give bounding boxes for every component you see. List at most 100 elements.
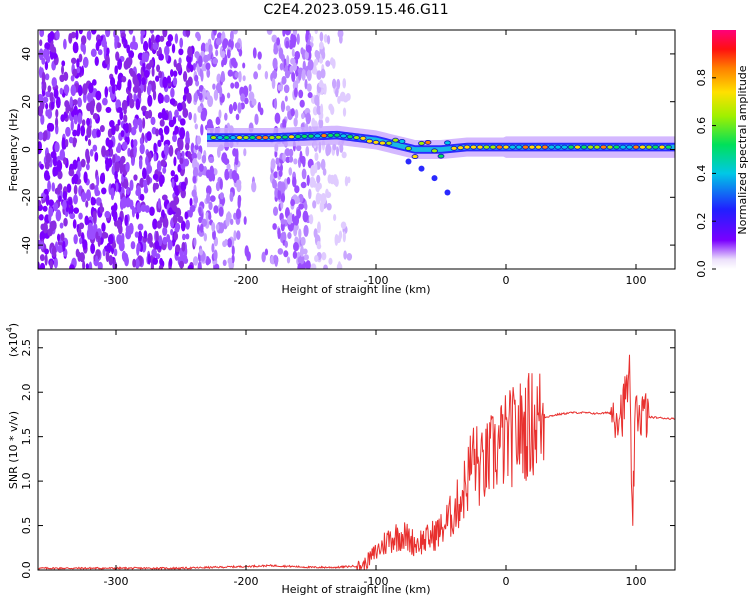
noise-speckle bbox=[279, 63, 284, 71]
noise-speckle bbox=[86, 117, 91, 126]
colorbar-tick-label: 0.2 bbox=[695, 212, 708, 230]
noise-speckle bbox=[285, 30, 291, 36]
band-blob bbox=[281, 134, 289, 140]
y-tick-label: 0.0 bbox=[20, 561, 33, 579]
noise-speckle bbox=[240, 93, 246, 102]
noise-speckle bbox=[323, 264, 328, 269]
noise-speckle bbox=[68, 169, 75, 177]
noise-speckle bbox=[99, 172, 106, 185]
noise-speckle bbox=[182, 107, 189, 119]
x-tick-label: -200 bbox=[234, 575, 259, 588]
noise-speckle bbox=[304, 50, 309, 61]
noise-speckle bbox=[73, 194, 78, 205]
noise-speckle bbox=[79, 237, 83, 245]
noise-speckle bbox=[68, 198, 73, 206]
noise-speckle bbox=[301, 168, 307, 180]
noise-speckle bbox=[162, 226, 168, 236]
noise-speckle bbox=[92, 112, 99, 120]
noise-speckle bbox=[104, 86, 109, 98]
colorbar-label: Normalized spectral amplitude bbox=[736, 65, 749, 234]
noise-speckle bbox=[137, 87, 142, 99]
noise-speckle bbox=[277, 84, 282, 91]
band-blob bbox=[405, 146, 412, 151]
noise-speckle bbox=[108, 255, 114, 266]
noise-speckle bbox=[86, 126, 92, 138]
noise-speckle bbox=[306, 44, 312, 53]
noise-speckle bbox=[59, 87, 64, 95]
noise-speckle bbox=[168, 145, 174, 157]
noise-speckle bbox=[126, 44, 131, 54]
noise-speckle bbox=[206, 53, 211, 61]
spectrogram-panel: -300 -200 -100 0 100 40 20 0 -20 -40 Height of s… bbox=[7, 29, 676, 296]
noise-speckle bbox=[290, 199, 296, 207]
noise-speckle bbox=[271, 77, 276, 90]
noise-speckle bbox=[121, 76, 127, 83]
noise-speckle bbox=[246, 251, 251, 262]
noise-speckle bbox=[117, 58, 123, 71]
noise-speckle bbox=[300, 245, 304, 258]
noise-speckle bbox=[339, 94, 344, 102]
noise-speckle bbox=[218, 109, 222, 119]
noise-speckle bbox=[292, 250, 298, 259]
noise-speckle bbox=[325, 60, 331, 67]
noise-speckle bbox=[147, 94, 153, 107]
band-blob bbox=[574, 144, 581, 150]
noise-speckle bbox=[181, 241, 186, 252]
noise-speckle bbox=[224, 238, 228, 246]
noise-speckle bbox=[132, 35, 136, 46]
noise-speckle bbox=[70, 31, 76, 39]
noise-speckle bbox=[334, 234, 339, 246]
noise-speckle bbox=[105, 149, 110, 157]
noise-speckle bbox=[121, 36, 127, 43]
noise-speckle bbox=[185, 130, 190, 141]
noise-speckle bbox=[92, 212, 97, 225]
snr-series-line bbox=[38, 354, 675, 570]
branch-blob bbox=[444, 189, 451, 196]
noise-speckle bbox=[282, 30, 286, 37]
noise-speckle bbox=[155, 230, 159, 243]
noise-speckle bbox=[215, 223, 220, 231]
noise-speckle bbox=[219, 178, 223, 190]
noise-speckle bbox=[282, 119, 287, 130]
noise-speckle bbox=[180, 220, 186, 232]
noise-speckle bbox=[187, 46, 193, 58]
noise-speckle bbox=[200, 123, 204, 136]
noise-speckle bbox=[166, 75, 172, 84]
noise-speckle bbox=[42, 221, 48, 234]
noise-speckle bbox=[312, 200, 317, 209]
band-blob bbox=[366, 138, 373, 144]
band-blob bbox=[606, 144, 614, 150]
band-blob bbox=[652, 144, 659, 150]
noise-speckle bbox=[172, 76, 178, 87]
noise-speckle bbox=[326, 35, 331, 45]
noise-speckle bbox=[167, 34, 174, 43]
noise-speckle bbox=[221, 152, 228, 164]
noise-speckle bbox=[95, 189, 101, 197]
noise-speckle bbox=[201, 154, 207, 164]
noise-speckle bbox=[303, 254, 309, 261]
noise-speckle bbox=[304, 78, 308, 90]
noise-speckle bbox=[72, 159, 78, 170]
noise-speckle bbox=[193, 237, 197, 247]
noise-speckle bbox=[196, 33, 201, 42]
noise-speckle bbox=[198, 55, 203, 68]
noise-speckle bbox=[191, 151, 198, 161]
noise-speckle bbox=[277, 227, 281, 240]
noise-speckle bbox=[326, 202, 332, 211]
noise-speckle bbox=[301, 112, 305, 120]
noise-speckle bbox=[184, 211, 189, 220]
noise-speckle bbox=[196, 135, 202, 145]
noise-speckle bbox=[110, 191, 115, 201]
noise-speckle bbox=[40, 192, 46, 201]
noise-speckle bbox=[284, 64, 289, 72]
noise-speckle bbox=[185, 30, 191, 37]
noise-speckle bbox=[44, 248, 50, 255]
noise-speckle bbox=[211, 221, 216, 232]
noise-speckle bbox=[291, 72, 296, 83]
snr-frame bbox=[37, 329, 676, 571]
snr-panel: -300 -200 -100 0 100 0.0 0.5 1.0 1.5 2.0 2.5 Heig… bbox=[5, 323, 676, 596]
noise-speckle bbox=[294, 50, 301, 60]
noise-speckle bbox=[194, 123, 198, 130]
noise-speckle bbox=[192, 175, 197, 184]
noise-speckle bbox=[79, 252, 85, 263]
